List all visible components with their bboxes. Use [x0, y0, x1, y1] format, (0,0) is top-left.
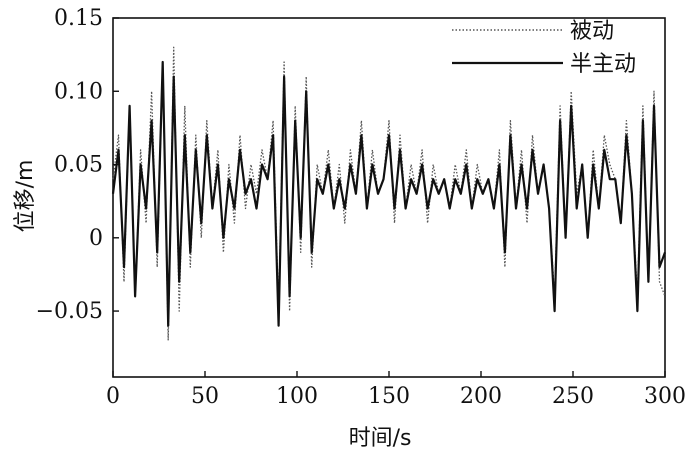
- y-tick-label: 0.05: [54, 153, 103, 178]
- legend-label-semi-active: 半主动: [570, 52, 636, 77]
- x-tick-label: 50: [191, 384, 219, 409]
- x-tick-label: 100: [276, 384, 318, 409]
- x-tick-label: 200: [460, 384, 502, 409]
- x-tick-label: 150: [368, 384, 410, 409]
- series-line-semi-active: [111, 60, 667, 327]
- x-tick-label: 300: [644, 384, 686, 409]
- y-axis-title: 位移/m: [13, 160, 38, 233]
- x-tick-label: 250: [552, 384, 594, 409]
- y-tick-label: 0.10: [54, 79, 103, 104]
- series-line-passive: [112, 46, 666, 342]
- y-tick-label: −0.05: [36, 299, 103, 324]
- legend-label-passive: 被动: [570, 19, 614, 44]
- series-layer: [111, 46, 667, 342]
- legend: 被动 半主动: [452, 19, 636, 77]
- x-axis-title: 时间/s: [349, 426, 412, 451]
- y-tick-label: 0.15: [54, 6, 103, 31]
- ticks-layer: 0 50 100 150 200 250 300 −0.05 0 0.05 0.10 0.15: [36, 6, 686, 409]
- x-tick-label: 0: [106, 384, 120, 409]
- y-tick-label: 0: [89, 226, 103, 251]
